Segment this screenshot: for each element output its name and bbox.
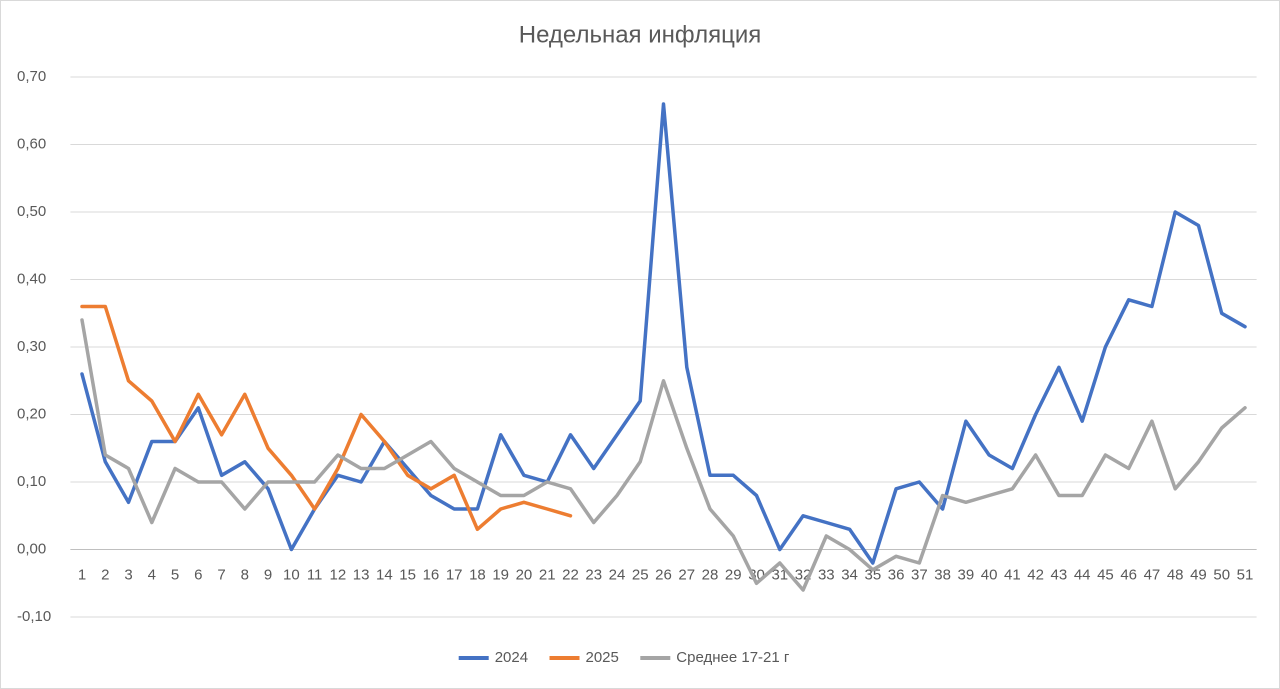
x-tick-label: 19 bbox=[492, 566, 509, 583]
x-tick-label: 26 bbox=[655, 566, 672, 583]
x-tick-label: 24 bbox=[609, 566, 626, 583]
series-line bbox=[80, 304, 573, 532]
y-tick-label: 0,40 bbox=[17, 270, 46, 287]
x-tick-label: 7 bbox=[217, 566, 225, 583]
x-tick-label: 4 bbox=[148, 566, 156, 583]
x-tick-label: 36 bbox=[888, 566, 905, 583]
y-tick-label: 0,70 bbox=[17, 68, 46, 85]
x-tick-label: 34 bbox=[841, 566, 858, 583]
y-tick-label: -0,10 bbox=[17, 608, 51, 625]
x-tick-label: 39 bbox=[958, 566, 975, 583]
x-tick-label: 42 bbox=[1027, 566, 1044, 583]
y-tick-label: 0,30 bbox=[17, 338, 46, 355]
x-tick-label: 18 bbox=[469, 566, 486, 583]
x-tick-label: 40 bbox=[981, 566, 998, 583]
x-tick-label: 5 bbox=[171, 566, 179, 583]
y-tick-label: 0,00 bbox=[17, 540, 46, 557]
x-tick-label: 25 bbox=[632, 566, 649, 583]
x-tick-label: 10 bbox=[283, 566, 300, 583]
legend-label: 2024 bbox=[495, 649, 528, 666]
x-tick-label: 9 bbox=[264, 566, 272, 583]
y-tick-label: 0,10 bbox=[17, 473, 46, 490]
x-tick-label: 14 bbox=[376, 566, 393, 583]
x-tick-label: 3 bbox=[124, 566, 132, 583]
series-line bbox=[80, 318, 1247, 592]
x-tick-label: 43 bbox=[1051, 566, 1068, 583]
x-tick-label: 17 bbox=[446, 566, 463, 583]
x-tick-label: 2 bbox=[101, 566, 109, 583]
x-tick-label: 22 bbox=[562, 566, 579, 583]
x-tick-label: 29 bbox=[725, 566, 742, 583]
x-tick-label: 31 bbox=[771, 566, 788, 583]
x-tick-label: 35 bbox=[864, 566, 881, 583]
x-tick-label: 45 bbox=[1097, 566, 1114, 583]
x-tick-label: 38 bbox=[934, 566, 951, 583]
x-tick-label: 47 bbox=[1144, 566, 1161, 583]
x-tick-label: 12 bbox=[330, 566, 347, 583]
x-tick-label: 11 bbox=[307, 566, 323, 583]
x-tick-label: 13 bbox=[353, 566, 370, 583]
x-tick-label: 50 bbox=[1213, 566, 1230, 583]
legend-label: 2025 bbox=[586, 649, 619, 666]
series-line bbox=[80, 102, 1247, 565]
y-tick-label: 0,60 bbox=[17, 135, 46, 152]
x-tick-label: 23 bbox=[585, 566, 602, 583]
x-tick-label: 37 bbox=[911, 566, 928, 583]
x-tick-label: 46 bbox=[1120, 566, 1137, 583]
x-tick-label: 20 bbox=[516, 566, 533, 583]
x-tick-label: 49 bbox=[1190, 566, 1207, 583]
x-tick-label: 6 bbox=[194, 566, 202, 583]
x-tick-label: 41 bbox=[1004, 566, 1021, 583]
x-tick-label: 21 bbox=[539, 566, 556, 583]
y-tick-label: 0,20 bbox=[17, 405, 46, 422]
x-tick-label: 16 bbox=[423, 566, 440, 583]
x-tick-label: 28 bbox=[702, 566, 719, 583]
x-tick-label: 44 bbox=[1074, 566, 1091, 583]
y-tick-label: 0,50 bbox=[17, 203, 46, 220]
x-tick-label: 27 bbox=[678, 566, 695, 583]
x-tick-label: 1 bbox=[78, 566, 86, 583]
x-tick-label: 15 bbox=[399, 566, 416, 583]
x-tick-label: 33 bbox=[818, 566, 835, 583]
chart-title: Недельная инфляция bbox=[519, 21, 762, 48]
legend-label: Среднее 17-21 г bbox=[676, 649, 790, 666]
x-tick-label: 51 bbox=[1237, 566, 1254, 583]
x-tick-label: 48 bbox=[1167, 566, 1184, 583]
x-tick-label: 8 bbox=[241, 566, 249, 583]
